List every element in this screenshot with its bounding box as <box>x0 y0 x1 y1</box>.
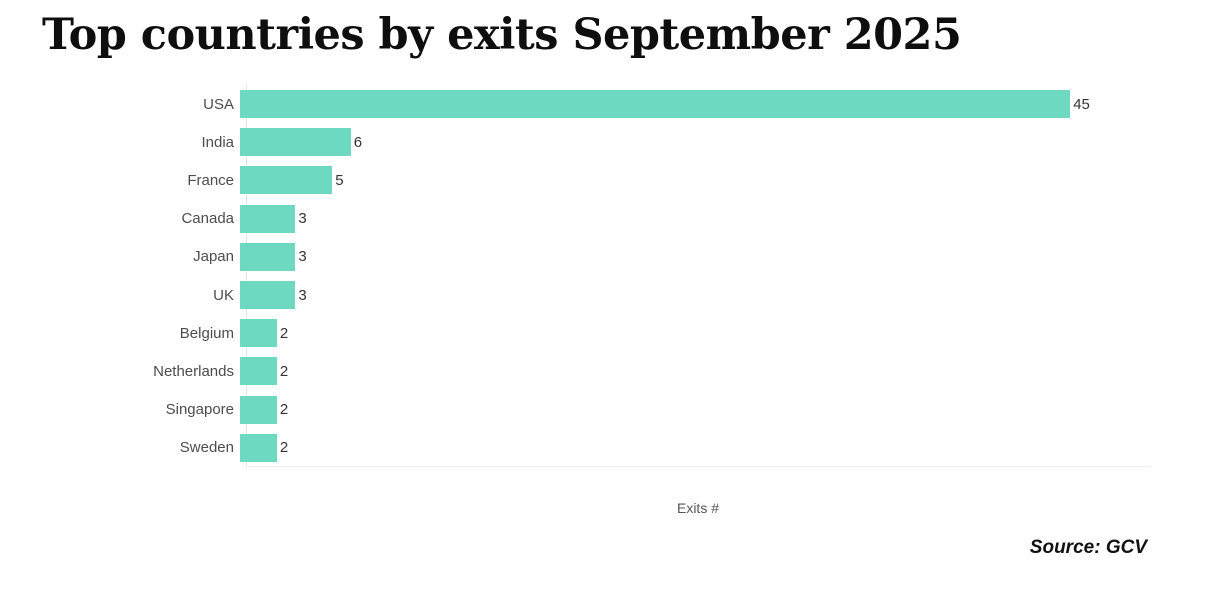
bar-row: Canada 3 <box>0 200 1150 238</box>
bar-track: 5 <box>240 166 1144 195</box>
bar-track: 2 <box>240 433 1144 462</box>
value-label: 3 <box>298 286 307 304</box>
bar-row: USA 45 <box>0 85 1150 123</box>
value-label: 2 <box>279 362 289 380</box>
y-axis-line <box>246 85 247 467</box>
category-label: Japan <box>193 248 234 266</box>
category-label: Sweden <box>179 439 234 457</box>
value-label: 6 <box>353 133 363 151</box>
bar <box>240 433 277 462</box>
bar <box>240 90 1071 119</box>
bar-row: Sweden 2 <box>0 429 1150 467</box>
bar <box>240 319 277 348</box>
category-label: Singapore <box>165 401 234 419</box>
x-axis-baseline <box>246 466 1150 467</box>
bar-track: 2 <box>240 319 1144 348</box>
bar <box>240 242 296 271</box>
bar-track: 2 <box>240 357 1144 386</box>
bar <box>240 395 277 424</box>
category-label: France <box>187 171 234 189</box>
value-label: 3 <box>298 210 307 228</box>
bar-row: UK 3 <box>0 276 1150 314</box>
bar-rows: USA 45 India 6 France 5 Canada 3 Japan 3 <box>0 85 1150 467</box>
value-label: 45 <box>1073 95 1090 113</box>
value-label: 3 <box>298 248 307 266</box>
bar <box>240 128 351 157</box>
value-label: 2 <box>279 324 289 342</box>
bar-track: 3 <box>240 242 1144 271</box>
category-label: Canada <box>181 210 234 228</box>
x-axis-label: Exits # <box>676 500 719 516</box>
bar <box>240 357 277 386</box>
bar-row: Singapore 2 <box>0 391 1150 429</box>
bar-track: 3 <box>240 204 1144 233</box>
category-label: Belgium <box>179 324 234 342</box>
category-label: Netherlands <box>153 362 234 380</box>
bar <box>240 166 333 195</box>
bar-track: 6 <box>240 128 1144 157</box>
bar-track: 45 <box>240 90 1144 119</box>
bar-track: 2 <box>240 395 1144 424</box>
value-label: 5 <box>335 171 344 189</box>
source-credit: Source: GCV <box>1029 537 1147 558</box>
category-label: UK <box>213 286 234 304</box>
plot-area: USA 45 India 6 France 5 Canada 3 Japan 3 <box>0 85 1150 467</box>
value-label: 2 <box>279 401 289 419</box>
bar-row: Netherlands 2 <box>0 352 1150 390</box>
chart-title: Top countries by exits September 2025 <box>42 10 962 60</box>
bar-row: Belgium 2 <box>0 314 1150 352</box>
bar <box>240 281 296 310</box>
category-label: India <box>201 133 234 151</box>
bar <box>240 204 296 233</box>
bar-track: 3 <box>240 281 1144 310</box>
category-label: USA <box>203 95 234 113</box>
bar-row: France 5 <box>0 161 1150 199</box>
value-label: 2 <box>279 439 289 457</box>
bar-row: India 6 <box>0 123 1150 161</box>
bar-row: Japan 3 <box>0 238 1150 276</box>
